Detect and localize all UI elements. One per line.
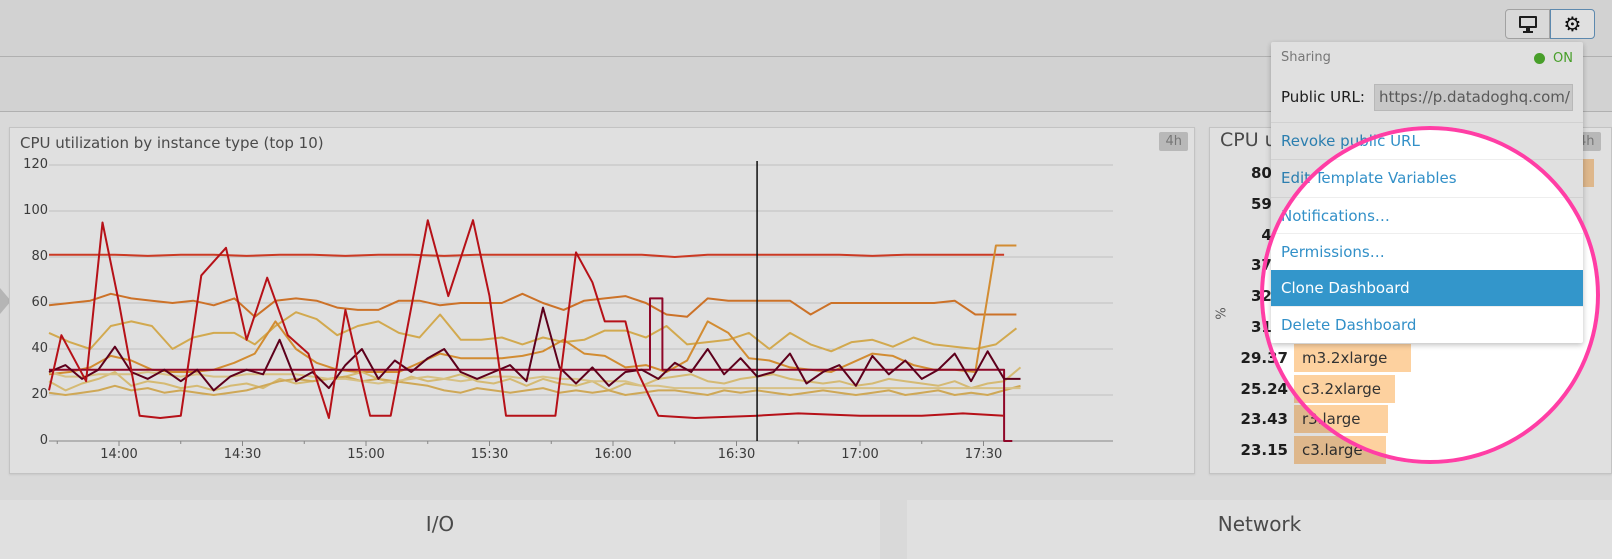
toplist-row[interactable]: 25.24 c3.2xlarge bbox=[1210, 374, 1600, 406]
x-tick-label: 14:00 bbox=[100, 447, 138, 462]
x-tick-label: 17:00 bbox=[841, 447, 879, 462]
x-tick-label: 17:30 bbox=[964, 447, 1003, 462]
gear-icon: ⚙ bbox=[1563, 12, 1582, 36]
y-tick-label: 60 bbox=[31, 295, 48, 310]
y-tick-label: 0 bbox=[39, 433, 48, 448]
panel-title: CPU u bbox=[1220, 129, 1277, 151]
network-group-panel[interactable]: Network bbox=[907, 500, 1612, 559]
tv-mode-button[interactable] bbox=[1505, 9, 1550, 39]
notifications-item[interactable]: Notifications… bbox=[1271, 197, 1583, 234]
header-divider bbox=[0, 111, 1612, 112]
toplist-row[interactable]: 23.43 r3.large bbox=[1210, 405, 1600, 436]
time-range-badge[interactable]: 4h bbox=[1159, 132, 1188, 151]
series-line-10 bbox=[48, 219, 1005, 419]
series-line-3 bbox=[48, 311, 1018, 353]
clone-dashboard-item[interactable]: Clone Dashboard bbox=[1271, 270, 1583, 306]
toplist-bar: m3.2xlarge bbox=[1294, 343, 1411, 372]
x-tick-label: 16:00 bbox=[594, 447, 632, 462]
settings-menu: Sharing ON Public URL: https://p.datadog… bbox=[1271, 42, 1583, 343]
series-line-6 bbox=[48, 375, 1021, 396]
toolbar: ⚙ bbox=[1505, 9, 1595, 39]
io-group-panel[interactable]: I/O bbox=[0, 500, 880, 559]
cpu-line-chart[interactable] bbox=[10, 128, 1194, 473]
previous-arrow-icon[interactable] bbox=[0, 288, 11, 314]
public-url-field[interactable]: https://p.datadoghq.com/ bbox=[1374, 84, 1573, 111]
toplist-value: 25.24 bbox=[1240, 379, 1288, 398]
edit-template-variables-item[interactable]: Edit Template Variables bbox=[1271, 159, 1583, 196]
revoke-public-url-item[interactable]: Revoke public URL bbox=[1271, 122, 1583, 159]
monitor-icon bbox=[1518, 16, 1537, 33]
y-tick-label: 120 bbox=[23, 157, 48, 172]
group-title: I/O bbox=[425, 512, 455, 536]
series-line-9 bbox=[48, 306, 1021, 392]
toplist-bar: c3.2xlarge bbox=[1294, 374, 1395, 403]
group-title: Network bbox=[1217, 512, 1302, 536]
y-tick-label: 40 bbox=[31, 341, 48, 356]
toplist-value: 23.15 bbox=[1240, 441, 1288, 460]
status-dot-icon bbox=[1534, 53, 1546, 64]
series-line-8 bbox=[49, 297, 1013, 442]
toplist-row[interactable]: 23.15 c3.large bbox=[1210, 436, 1600, 467]
header-divider bbox=[0, 56, 1612, 57]
series-line-7 bbox=[48, 371, 1021, 390]
series-line-2 bbox=[48, 292, 1017, 318]
sharing-status: ON bbox=[1553, 51, 1573, 66]
toplist-bar: r3.large bbox=[1294, 405, 1388, 434]
settings-button[interactable]: ⚙ bbox=[1550, 9, 1595, 39]
x-tick-label: 15:00 bbox=[347, 447, 385, 462]
series-line-1 bbox=[49, 253, 1005, 258]
y-tick-label: 100 bbox=[23, 203, 48, 218]
permissions-item[interactable]: Permissions… bbox=[1271, 233, 1583, 270]
public-url-label: Public URL: bbox=[1281, 88, 1365, 106]
x-tick-label: 15:30 bbox=[470, 447, 509, 462]
delete-dashboard-item[interactable]: Delete Dashboard bbox=[1271, 306, 1583, 343]
toplist-row[interactable]: 29.37 m3.2xlarge bbox=[1210, 343, 1600, 375]
x-tick-label: 16:30 bbox=[717, 447, 756, 462]
y-tick-label: 20 bbox=[31, 387, 48, 402]
toplist-bar: c3.large bbox=[1294, 436, 1386, 465]
toplist-value: 29.37 bbox=[1240, 348, 1288, 367]
panel-title: CPU utilization by instance type (top 10… bbox=[20, 134, 324, 152]
cpu-chart-panel: CPU utilization by instance type (top 10… bbox=[9, 127, 1195, 474]
y-tick-label: 80 bbox=[31, 249, 48, 264]
sharing-toggle[interactable]: ON bbox=[1534, 51, 1573, 66]
toplist-value: 23.43 bbox=[1240, 410, 1288, 429]
series-line-5 bbox=[48, 366, 1022, 392]
x-tick-label: 14:30 bbox=[223, 447, 262, 462]
sharing-label: Sharing bbox=[1281, 50, 1331, 65]
